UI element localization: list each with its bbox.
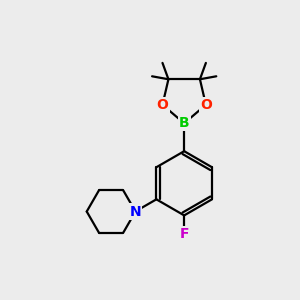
- Text: O: O: [157, 98, 168, 112]
- Text: B: B: [179, 116, 190, 130]
- Text: F: F: [179, 227, 189, 242]
- Text: N: N: [130, 205, 141, 218]
- Text: O: O: [200, 98, 212, 112]
